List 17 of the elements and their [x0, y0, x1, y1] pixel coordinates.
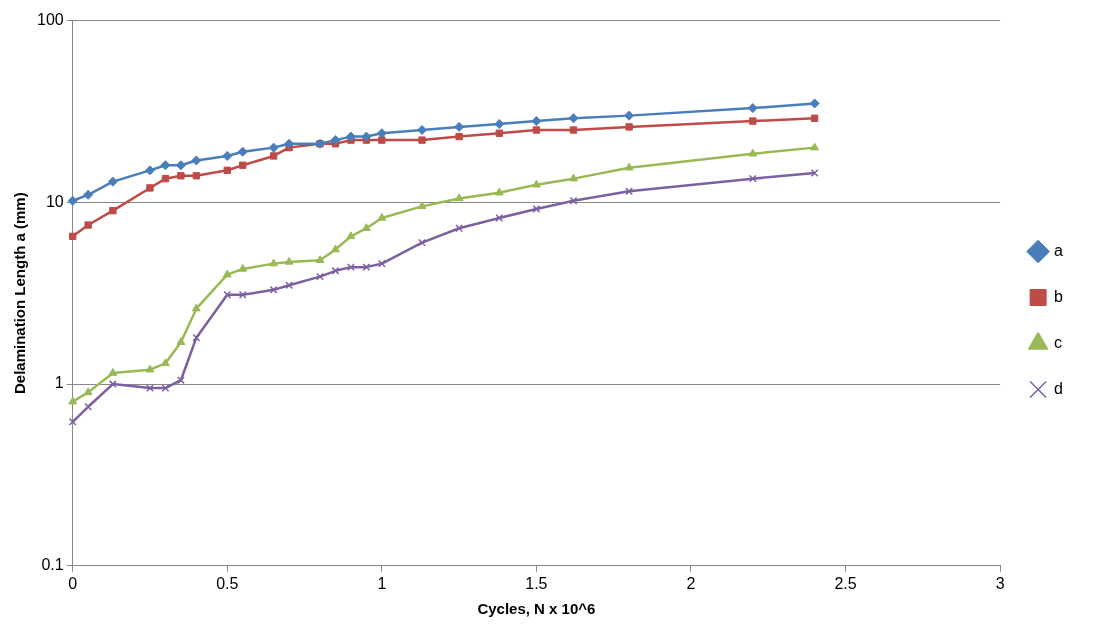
x-tick-label: 2 — [686, 574, 696, 592]
x-tick-label: 1 — [377, 574, 387, 592]
x-tick-label: 0.5 — [216, 574, 239, 592]
x-tick-label: 1.5 — [525, 574, 548, 592]
y-tick-label: 0.1 — [41, 556, 64, 574]
y-tick-label: 100 — [36, 11, 64, 29]
x-axis-title: Cycles, N x 10^6 — [477, 600, 596, 618]
legend-label: a — [1054, 241, 1064, 259]
x-tick-label: 2.5 — [834, 574, 857, 592]
legend-label: b — [1054, 287, 1064, 305]
y-tick-label: 10 — [45, 192, 64, 210]
y-tick-label: 1 — [54, 374, 64, 392]
y-axis-title: Delamination Length a (mm) — [11, 192, 29, 395]
x-tick-label: 0 — [68, 574, 78, 592]
legend-label: c — [1054, 333, 1063, 351]
x-tick-label: 3 — [995, 574, 1005, 592]
legend-label: d — [1054, 379, 1064, 397]
